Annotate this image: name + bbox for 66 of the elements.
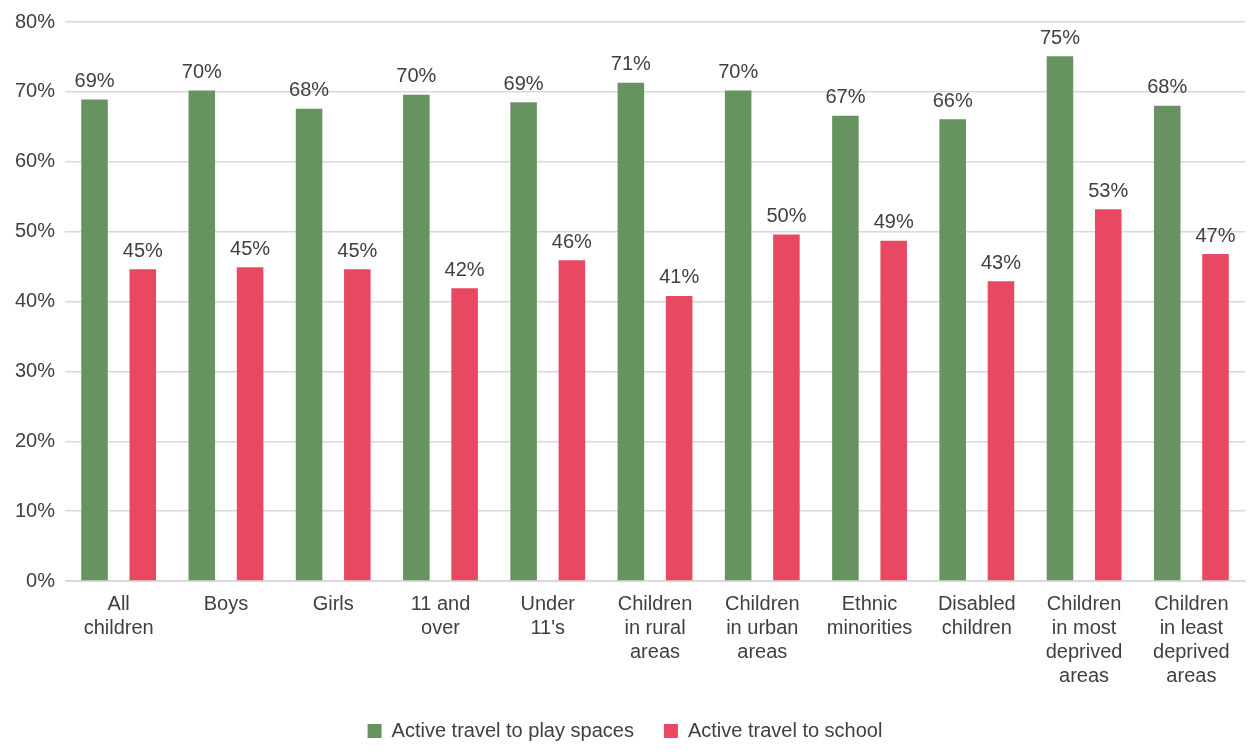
x-tick-label: Boys bbox=[203, 591, 249, 614]
x-tick-label: Children in urban areas bbox=[725, 591, 800, 662]
data-label: 45% bbox=[230, 236, 271, 259]
bar bbox=[617, 82, 645, 581]
data-label: 68% bbox=[1147, 75, 1188, 98]
bar bbox=[773, 234, 800, 581]
bar bbox=[665, 295, 693, 581]
bar bbox=[880, 240, 907, 581]
x-tick-label: Girls bbox=[312, 591, 354, 614]
bar bbox=[987, 281, 1015, 581]
data-label: 66% bbox=[932, 88, 973, 111]
x-tick-label: Children in least deprived areas bbox=[1153, 591, 1230, 686]
data-label: 50% bbox=[766, 203, 807, 226]
data-label: 41% bbox=[659, 265, 700, 288]
x-tick-label: Children in most deprived areas bbox=[1045, 591, 1123, 686]
bar bbox=[81, 99, 108, 581]
data-label: 42% bbox=[444, 257, 485, 280]
data-label: 71% bbox=[610, 52, 652, 75]
y-tick-label: 20% bbox=[15, 428, 56, 451]
bar bbox=[939, 119, 966, 581]
bar bbox=[510, 102, 537, 581]
legend-label: Active travel to play spaces bbox=[391, 718, 634, 741]
bar bbox=[236, 267, 264, 581]
data-label: 49% bbox=[873, 210, 914, 233]
y-tick-label: 10% bbox=[15, 498, 56, 521]
y-tick-label: 80% bbox=[15, 9, 56, 32]
data-label: 53% bbox=[1088, 178, 1129, 201]
y-tick-label: 40% bbox=[15, 289, 56, 312]
data-label: 47% bbox=[1195, 223, 1236, 246]
y-tick-label: 50% bbox=[15, 219, 56, 242]
data-label: 69% bbox=[503, 71, 544, 94]
bar bbox=[1202, 253, 1229, 581]
data-label: 43% bbox=[980, 250, 1022, 273]
x-tick-label: Children in rural areas bbox=[617, 591, 693, 662]
bar bbox=[188, 90, 216, 581]
bar bbox=[1046, 56, 1074, 581]
legend-label: Active travel to school bbox=[687, 718, 883, 741]
bar bbox=[1153, 105, 1181, 581]
bar bbox=[344, 269, 371, 581]
bar bbox=[451, 288, 478, 581]
data-label: 45% bbox=[122, 238, 164, 261]
x-tick-label: All children bbox=[83, 591, 154, 638]
data-label: 67% bbox=[825, 85, 866, 108]
bar bbox=[724, 90, 752, 581]
data-label: 70% bbox=[718, 59, 759, 82]
bar bbox=[832, 115, 859, 581]
data-label: 46% bbox=[551, 229, 593, 252]
bar bbox=[129, 269, 157, 581]
bar bbox=[403, 94, 430, 581]
y-tick-label: 30% bbox=[15, 358, 56, 381]
y-tick-label: 0% bbox=[26, 568, 56, 591]
data-label: 45% bbox=[337, 238, 378, 261]
x-tick-label: Ethnic minorities bbox=[826, 591, 913, 638]
bar bbox=[558, 260, 586, 581]
data-label: 75% bbox=[1039, 25, 1081, 48]
data-label: 70% bbox=[181, 59, 223, 82]
x-tick-label: 11 and over bbox=[410, 591, 471, 638]
bar bbox=[295, 108, 323, 581]
x-tick-label: Under 11's bbox=[520, 591, 576, 638]
data-label: 69% bbox=[74, 69, 115, 92]
y-tick-label: 60% bbox=[15, 149, 56, 172]
bar bbox=[1094, 209, 1122, 581]
data-label: 68% bbox=[289, 78, 330, 101]
data-label: 70% bbox=[396, 64, 437, 87]
x-tick-label: Disabled children bbox=[937, 591, 1016, 638]
y-tick-label: 70% bbox=[15, 79, 56, 102]
